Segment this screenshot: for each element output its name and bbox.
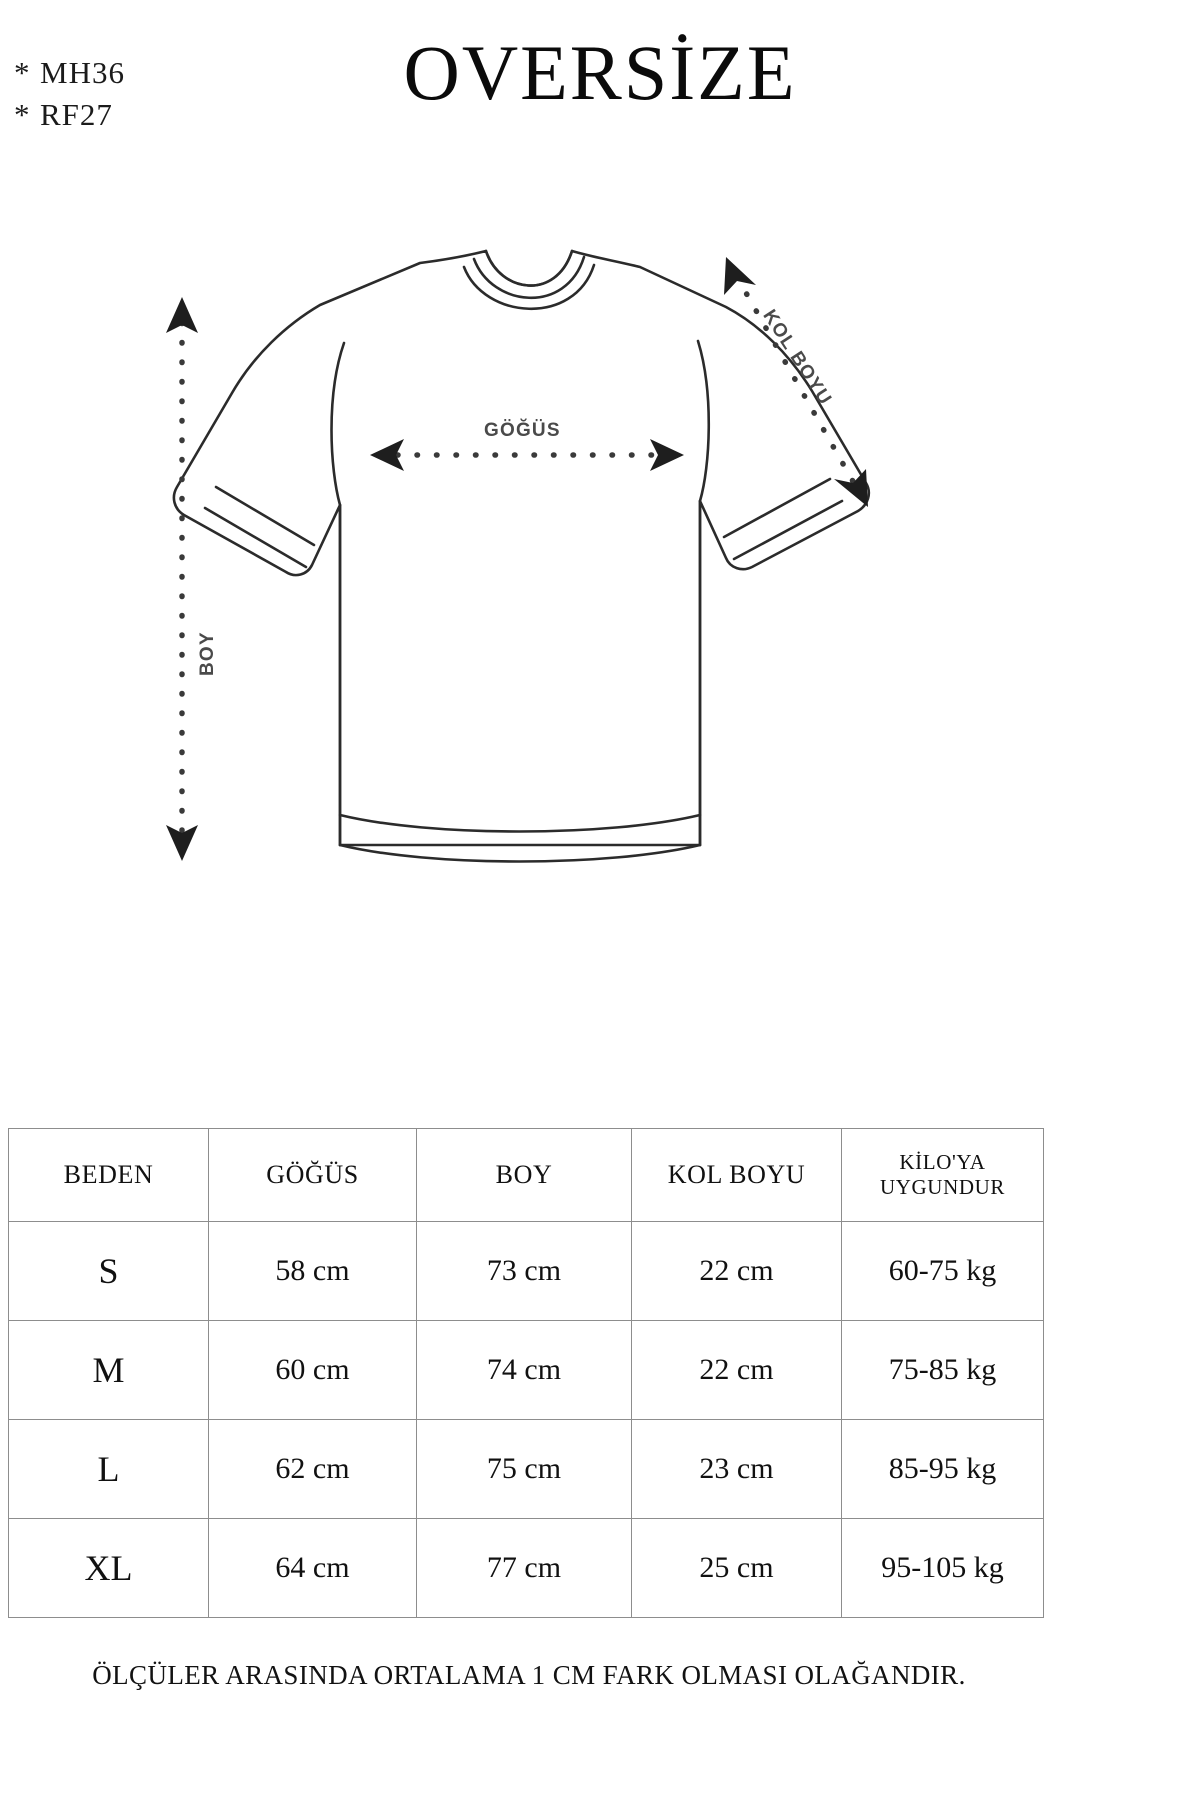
cell-length: 75 cm <box>416 1419 632 1519</box>
length-measure-label: BOY <box>197 631 218 676</box>
product-code-value-1: MH36 <box>40 55 125 90</box>
cell-size: XL <box>8 1518 209 1618</box>
cell-chest: 60 cm <box>208 1320 417 1420</box>
cell-weight: 85-95 kg <box>841 1419 1044 1519</box>
cell-sleeve: 23 cm <box>631 1419 842 1519</box>
length-measure-arrow <box>166 297 198 861</box>
bullet-star-icon: * <box>14 55 31 90</box>
cell-length: 73 cm <box>416 1221 632 1321</box>
product-code-line-1: * MH36 <box>14 52 125 94</box>
page-title: OVERSİZE <box>403 29 797 116</box>
size-chart-table: BEDEN GÖĞÜS BOY KOL BOYU KİLO'YA UYGUNDU… <box>8 1128 1044 1618</box>
header-sleeve: KOL BOYU <box>631 1128 842 1222</box>
cell-sleeve: 25 cm <box>631 1518 842 1618</box>
header-size: BEDEN <box>8 1128 209 1222</box>
product-code-value-2: RF27 <box>40 96 113 132</box>
header-length: BOY <box>416 1128 632 1222</box>
table-row: S 58 cm 73 cm 22 cm 60-75 kg <box>8 1221 1044 1321</box>
tshirt-diagram <box>0 215 1060 935</box>
cell-sleeve: 22 cm <box>631 1221 842 1321</box>
cell-length: 77 cm <box>416 1518 632 1618</box>
header-chest: GÖĞÜS <box>208 1128 417 1222</box>
table-header-row: BEDEN GÖĞÜS BOY KOL BOYU KİLO'YA UYGUNDU… <box>8 1128 1044 1222</box>
cell-size: S <box>8 1221 209 1321</box>
measurement-note: ÖLÇÜLER ARASINDA ORTALAMA 1 CM FARK OLMA… <box>92 1660 966 1690</box>
cell-size: M <box>8 1320 209 1420</box>
cell-chest: 58 cm <box>208 1221 417 1321</box>
cell-weight: 95-105 kg <box>841 1518 1044 1618</box>
cell-chest: 64 cm <box>208 1518 417 1618</box>
product-code-line-2: * RF27 <box>14 94 125 136</box>
cell-length: 74 cm <box>416 1320 632 1420</box>
table-row: L 62 cm 75 cm 23 cm 85-95 kg <box>8 1419 1044 1519</box>
header-weight-line-1: KİLO'YA <box>899 1150 986 1175</box>
product-code-block: * MH36 * RF27 <box>14 52 125 135</box>
sleeve-measure-arrow <box>724 257 868 507</box>
chest-measure-arrow <box>370 439 684 471</box>
cell-size: L <box>8 1419 209 1519</box>
table-row: M 60 cm 74 cm 22 cm 75-85 kg <box>8 1320 1044 1420</box>
bullet-star-icon: * <box>14 96 31 132</box>
cell-weight: 75-85 kg <box>841 1320 1044 1420</box>
chest-measure-label: GÖĞÜS <box>484 420 561 441</box>
header-weight-line-2: UYGUNDUR <box>880 1175 1005 1199</box>
header-weight: KİLO'YA UYGUNDUR <box>841 1128 1044 1222</box>
cell-sleeve: 22 cm <box>631 1320 842 1420</box>
cell-weight: 60-75 kg <box>841 1221 1044 1321</box>
table-row: XL 64 cm 77 cm 25 cm 95-105 kg <box>8 1518 1044 1618</box>
cell-chest: 62 cm <box>208 1419 417 1519</box>
